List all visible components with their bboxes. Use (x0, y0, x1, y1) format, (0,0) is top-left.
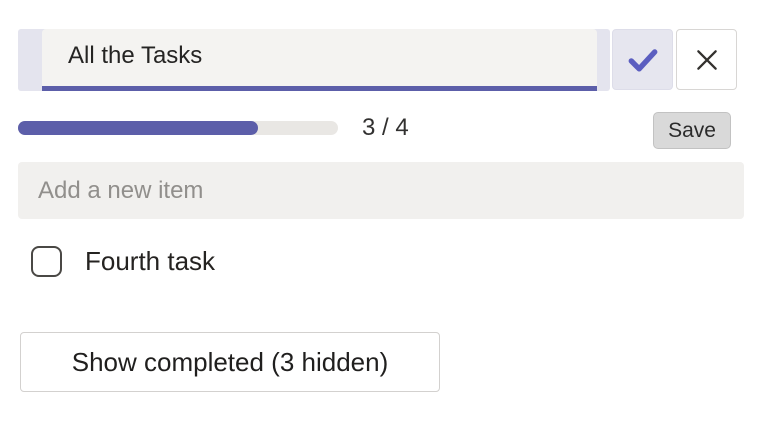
task-row: Fourth task (31, 246, 215, 277)
confirm-title-button[interactable] (612, 29, 673, 90)
title-input[interactable] (42, 29, 597, 91)
cancel-title-button[interactable] (676, 29, 737, 90)
progress-bar (18, 121, 338, 135)
close-icon (691, 44, 723, 76)
progress-bar-fill (18, 121, 258, 135)
progress-count-label: 3 / 4 (362, 114, 409, 141)
title-editor-row (18, 29, 610, 91)
add-item-input[interactable] (18, 162, 744, 219)
checkmark-icon (624, 41, 662, 79)
task-label: Fourth task (85, 246, 216, 276)
show-completed-button[interactable]: Show completed (3 hidden) (20, 332, 440, 392)
save-button[interactable]: Save (653, 112, 731, 149)
task-checkbox[interactable] (31, 246, 62, 277)
